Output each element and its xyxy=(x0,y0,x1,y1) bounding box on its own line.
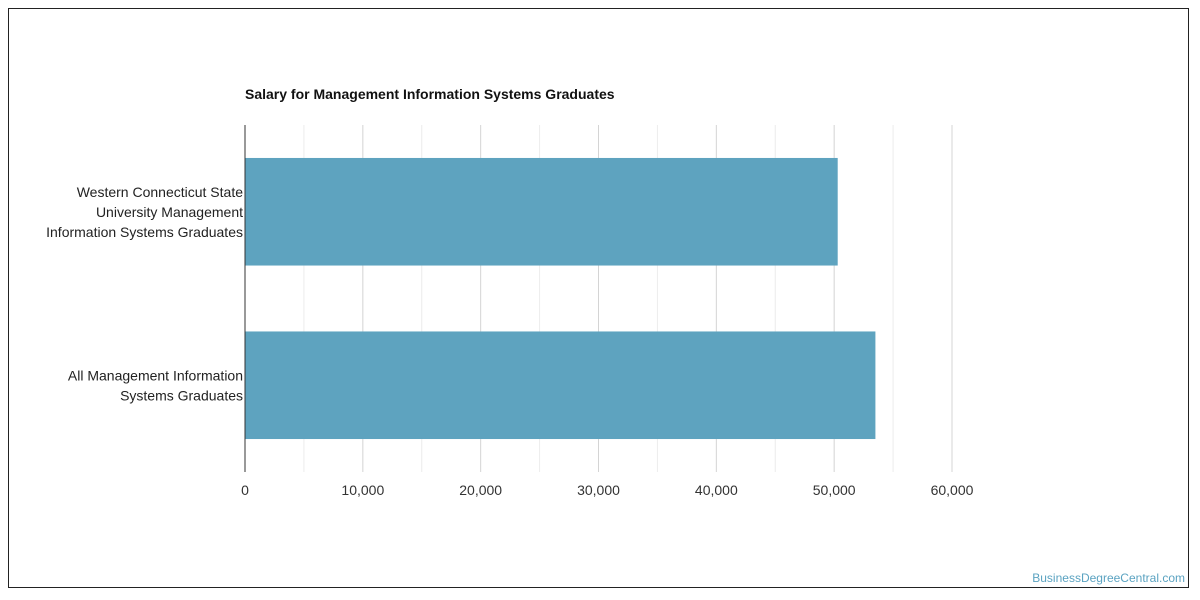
chart-title: Salary for Management Information System… xyxy=(245,86,615,102)
category-label-line: University Management xyxy=(96,204,243,220)
x-tick-label: 30,000 xyxy=(577,482,620,498)
x-tick-label: 60,000 xyxy=(931,482,974,498)
x-tick-label: 10,000 xyxy=(341,482,384,498)
category-label-1: All Management Information Systems Gradua… xyxy=(68,367,243,403)
bars xyxy=(245,157,876,440)
x-tick-label: 20,000 xyxy=(459,482,502,498)
category-label-line: Systems Graduates xyxy=(120,387,243,403)
category-label-line: Information Systems Graduates xyxy=(46,224,243,240)
credit-link[interactable]: BusinessDegreeCentral.com xyxy=(1032,571,1185,585)
x-tick-label: 50,000 xyxy=(813,482,856,498)
category-label-line: All Management Information xyxy=(68,367,243,383)
x-tick-label: 0 xyxy=(241,482,249,498)
category-label-0: Western Connecticut State University Mana… xyxy=(46,184,243,240)
x-tick-labels: 0 10,000 20,000 30,000 40,000 50,000 60,000 xyxy=(241,482,974,498)
category-labels: Western Connecticut State University Mana… xyxy=(46,184,243,404)
x-tick-label: 40,000 xyxy=(695,482,738,498)
category-label-line: Western Connecticut State xyxy=(77,184,243,200)
bar-1[interactable] xyxy=(245,331,876,440)
bar-0[interactable] xyxy=(245,157,838,266)
